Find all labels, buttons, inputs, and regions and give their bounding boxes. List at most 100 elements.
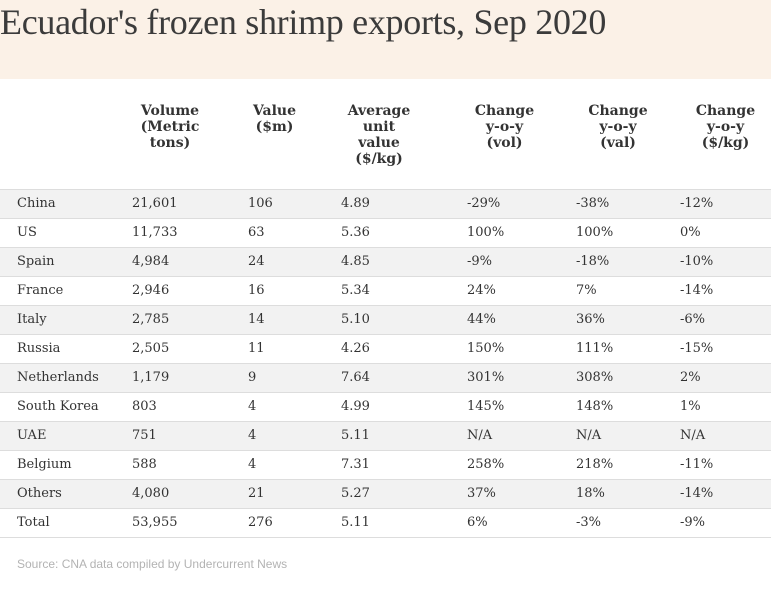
chg-price-cell: -14% xyxy=(680,276,771,305)
chg-price-cell: N/A xyxy=(680,421,771,450)
chg-price-cell: -9% xyxy=(680,508,771,537)
avg-unit-value-cell: 5.10 xyxy=(341,305,467,334)
chg-val-cell: 148% xyxy=(576,392,680,421)
chg-val-cell: 36% xyxy=(576,305,680,334)
column-header-line: y-o-y xyxy=(576,119,660,135)
volume-cell: 751 xyxy=(132,421,248,450)
value-cell: 21 xyxy=(248,479,341,508)
avg-unit-value-cell: 5.34 xyxy=(341,276,467,305)
table-header-row: Volume (Metric tons) Value ($m) Average unit va… xyxy=(0,101,771,189)
chart-title: Ecuador's frozen shrimp exports, Sep 202… xyxy=(0,2,606,42)
country-cell: Others xyxy=(0,479,132,508)
chg-vol-cell: 24% xyxy=(467,276,576,305)
value-cell: 4 xyxy=(248,421,341,450)
table-row: Spain 4,984 24 4.85 -9% -18% -10% xyxy=(0,247,771,276)
column-header-line: Change xyxy=(680,103,771,119)
table-row: Total 53,955 276 5.11 6% -3% -9% xyxy=(0,508,771,537)
chg-price-cell: -10% xyxy=(680,247,771,276)
column-header-line: Volume xyxy=(132,103,208,119)
column-header-line: value xyxy=(341,135,417,151)
chg-vol-cell: 301% xyxy=(467,363,576,392)
volume-cell: 53,955 xyxy=(132,508,248,537)
avg-unit-value-cell: 5.11 xyxy=(341,508,467,537)
country-cell: UAE xyxy=(0,421,132,450)
column-header-volume: Volume (Metric tons) xyxy=(132,101,248,189)
avg-unit-value-cell: 4.89 xyxy=(341,189,467,218)
value-cell: 11 xyxy=(248,334,341,363)
chg-val-cell: 18% xyxy=(576,479,680,508)
column-header-avg-unit-value: Average unit value ($/kg) xyxy=(341,101,467,189)
chg-val-cell: 308% xyxy=(576,363,680,392)
country-cell: Spain xyxy=(0,247,132,276)
column-header-chg-vol: Change y-o-y (vol) xyxy=(467,101,576,189)
chg-price-cell: -11% xyxy=(680,450,771,479)
chg-vol-cell: 6% xyxy=(467,508,576,537)
volume-cell: 2,785 xyxy=(132,305,248,334)
table-row: Others 4,080 21 5.27 37% 18% -14% xyxy=(0,479,771,508)
value-cell: 276 xyxy=(248,508,341,537)
value-cell: 16 xyxy=(248,276,341,305)
column-header-line: unit xyxy=(341,119,417,135)
chg-val-cell: -18% xyxy=(576,247,680,276)
column-header-value: Value ($m) xyxy=(248,101,341,189)
country-cell: Russia xyxy=(0,334,132,363)
chg-vol-cell: 258% xyxy=(467,450,576,479)
column-header-line: y-o-y xyxy=(680,119,771,135)
country-cell: US xyxy=(0,218,132,247)
chg-val-cell: -3% xyxy=(576,508,680,537)
table-row: UAE 751 4 5.11 N/A N/A N/A xyxy=(0,421,771,450)
chg-price-cell: 0% xyxy=(680,218,771,247)
column-header-line: Change xyxy=(467,103,542,119)
value-cell: 4 xyxy=(248,450,341,479)
avg-unit-value-cell: 4.85 xyxy=(341,247,467,276)
country-cell: Total xyxy=(0,508,132,537)
value-cell: 9 xyxy=(248,363,341,392)
table-row: US 11,733 63 5.36 100% 100% 0% xyxy=(0,218,771,247)
chg-price-cell: 2% xyxy=(680,363,771,392)
exports-table: Volume (Metric tons) Value ($m) Average unit va… xyxy=(0,101,771,538)
volume-cell: 1,179 xyxy=(132,363,248,392)
column-header-line: ($m) xyxy=(248,119,301,135)
table-row: France 2,946 16 5.34 24% 7% -14% xyxy=(0,276,771,305)
chg-vol-cell: 100% xyxy=(467,218,576,247)
column-header-line: Value xyxy=(248,103,301,119)
chg-price-cell: -14% xyxy=(680,479,771,508)
column-header-line: Average xyxy=(341,103,417,119)
chg-val-cell: 218% xyxy=(576,450,680,479)
column-header-chg-val: Change y-o-y (val) xyxy=(576,101,680,189)
title-banner: Ecuador's frozen shrimp exports, Sep 202… xyxy=(0,0,771,79)
column-header-line: y-o-y xyxy=(467,119,542,135)
avg-unit-value-cell: 7.64 xyxy=(341,363,467,392)
chg-vol-cell: 37% xyxy=(467,479,576,508)
chg-val-cell: 7% xyxy=(576,276,680,305)
table-row: South Korea 803 4 4.99 145% 148% 1% xyxy=(0,392,771,421)
country-cell: Belgium xyxy=(0,450,132,479)
chg-vol-cell: N/A xyxy=(467,421,576,450)
chg-val-cell: -38% xyxy=(576,189,680,218)
avg-unit-value-cell: 5.11 xyxy=(341,421,467,450)
table-row: Netherlands 1,179 9 7.64 301% 308% 2% xyxy=(0,363,771,392)
avg-unit-value-cell: 5.36 xyxy=(341,218,467,247)
avg-unit-value-cell: 7.31 xyxy=(341,450,467,479)
volume-cell: 4,984 xyxy=(132,247,248,276)
column-header-chg-price: Change y-o-y ($/kg) xyxy=(680,101,771,189)
column-header-line: Change xyxy=(576,103,660,119)
chg-price-cell: -15% xyxy=(680,334,771,363)
table-body: China 21,601 106 4.89 -29% -38% -12% US 11,733 63… xyxy=(0,189,771,537)
table-row: Russia 2,505 11 4.26 150% 111% -15% xyxy=(0,334,771,363)
chg-vol-cell: -9% xyxy=(467,247,576,276)
chg-val-cell: 111% xyxy=(576,334,680,363)
value-cell: 14 xyxy=(248,305,341,334)
value-cell: 4 xyxy=(248,392,341,421)
volume-cell: 2,505 xyxy=(132,334,248,363)
chg-val-cell: 100% xyxy=(576,218,680,247)
chg-price-cell: -12% xyxy=(680,189,771,218)
table-row: Belgium 588 4 7.31 258% 218% -11% xyxy=(0,450,771,479)
volume-cell: 11,733 xyxy=(132,218,248,247)
column-header-line: ($/kg) xyxy=(341,151,417,167)
column-header-line: (val) xyxy=(576,135,660,151)
avg-unit-value-cell: 4.99 xyxy=(341,392,467,421)
volume-cell: 2,946 xyxy=(132,276,248,305)
country-cell: Italy xyxy=(0,305,132,334)
value-cell: 63 xyxy=(248,218,341,247)
